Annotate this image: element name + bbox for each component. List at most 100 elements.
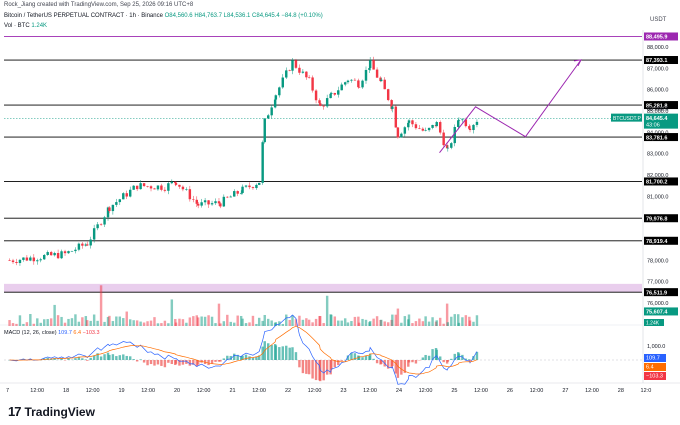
candle-body [418,128,421,129]
volume-bar [118,316,122,326]
volume-bar [178,318,181,326]
volume-bar [372,318,375,326]
level-label: 85,281.8 [646,103,667,109]
level-label: 76,511.9 [646,290,667,296]
macd-histogram-bar [464,358,468,360]
volume-bar [350,321,353,326]
macd-histogram-bar [431,349,434,360]
candle-body [56,252,60,259]
candle-body [89,239,92,246]
macd-histogram-bar [142,360,146,363]
x-tick-label: 12:00 [585,388,599,394]
volume-bar [106,316,110,326]
level-badge [644,133,678,142]
macd-histogram-bar [396,360,400,378]
macd-histogram-bar [239,356,243,360]
candle-body [445,145,449,149]
candle-body [400,133,403,138]
macd-histogram-bar [322,360,325,381]
level-badge [644,177,678,186]
signal-line [9,325,478,375]
volume-bar [453,314,456,326]
volume-bar [99,285,103,326]
candle-body [353,79,357,81]
candle-body [146,186,149,187]
candle-body [251,187,255,189]
volume-bar [195,315,199,326]
candle-body [407,120,411,123]
volume-bar [301,319,305,326]
candle-body [160,185,163,190]
volume-bar [353,316,357,326]
volume-bar [139,321,142,326]
histogram-value: −103.3 [82,330,100,336]
volume-bar [219,323,222,326]
macd-histogram-bar [267,343,270,360]
macd-histogram-bar [445,360,449,364]
candle-body [346,80,350,83]
x-tick-label: 28 [618,388,624,394]
macd-label: MACD (12, 26, close) [4,330,57,336]
y-tick-label: 86,000.0 [647,88,668,94]
candle-body [207,200,210,205]
y-tick-label: 82,000.0 [647,173,668,179]
x-tick-label: 7 [6,388,9,394]
volume-bar [39,322,42,326]
candle-body [153,188,156,190]
y-tick-label: 81,000.0 [647,194,668,200]
candle-body [391,106,394,109]
created-by-text: Rock_Jiang created with TradingView.com,… [4,2,194,8]
candle-body [18,259,22,264]
volume-bar [375,316,379,326]
candle-body [329,93,332,99]
candle-body [222,196,226,207]
candle-body [128,189,132,197]
candle-body [438,122,442,133]
volume-bar [257,317,261,326]
macd-histogram-bar [285,345,288,360]
candle-body [273,99,277,108]
volume-bar [431,317,434,326]
volume-bar [263,314,266,326]
volume-bar [288,319,291,326]
macd-histogram-bar [139,359,142,360]
candle-body [311,77,314,91]
tradingview-brand[interactable]: 17 TradingView [8,404,95,419]
volume-bar [307,319,311,326]
candle-body [257,182,261,185]
macd-histogram-bar [307,360,311,375]
volume-bar [74,314,77,326]
volume-bar [383,321,386,326]
macd-histogram-bar [274,345,278,360]
volume-badge-label: 1.24K [646,321,660,327]
x-tick-label: 12:00 [419,388,433,394]
macd-histogram-bar [167,360,170,363]
candle-body [81,243,84,246]
x-tick-label: 12:00 [141,388,155,394]
candle-body [103,217,106,225]
x-tick-label: 12:00 [252,388,266,394]
volume-bar [407,314,411,326]
volume-bar [156,323,160,326]
macd-histogram-bar [106,352,110,360]
x-tick-label: 12:00 [308,388,322,394]
macd-histogram-bar [60,358,63,360]
candle-body [210,203,214,205]
volume-bar [200,316,203,326]
volume-bar [92,314,96,326]
volume-bar [337,320,340,326]
volume-value: 1.24K [31,23,48,29]
candle-body [322,105,325,107]
volume-bar [414,321,418,326]
candle-body [442,132,445,146]
candle-body [92,228,96,240]
volume-bar [160,323,163,326]
volume-bar [464,315,468,326]
macd-histogram-bar [178,360,181,366]
volume-bar [115,316,118,326]
projection-arrowhead [573,59,582,67]
price-badge [644,307,678,316]
volume-bar [63,322,67,326]
macd-histogram-bar [407,360,411,363]
